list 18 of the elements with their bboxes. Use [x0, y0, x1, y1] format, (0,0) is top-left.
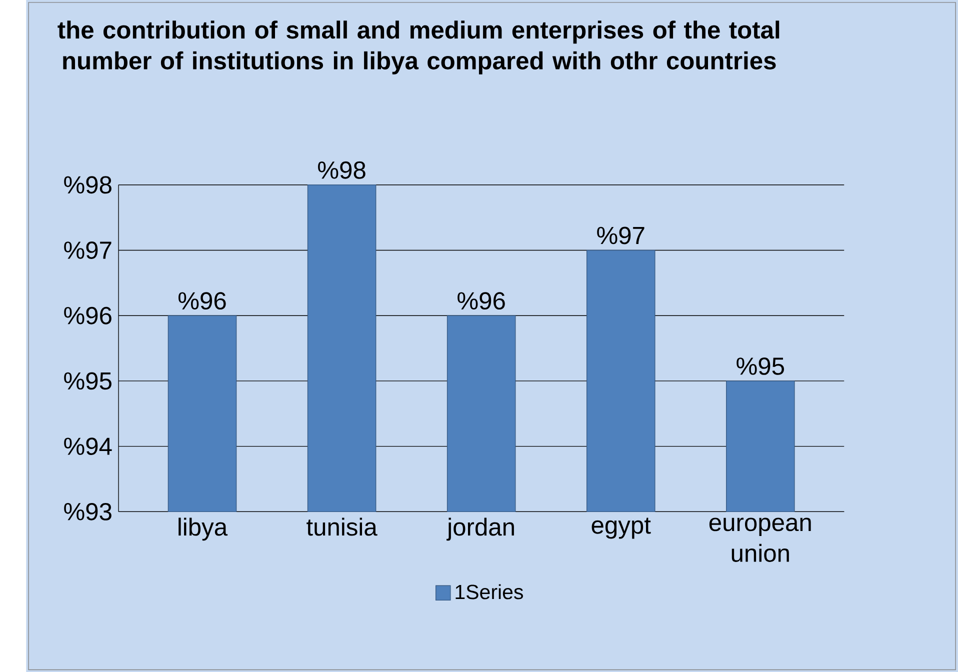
x-tick-label: jordan [446, 518, 514, 541]
y-tick-label: %95 [64, 372, 112, 390]
data-label: %96 [178, 292, 226, 310]
chart-title: the contribution of small and medium enterprises of the total number of institutions in libya compared with othr countries [58, 20, 780, 74]
data-label: %95 [736, 357, 784, 375]
x-tick-label: egypt [592, 518, 651, 539]
x-tick-label: libya [178, 518, 228, 541]
data-label: %97 [597, 226, 644, 244]
x-tick-label: european union [709, 518, 811, 562]
y-tick-label: %93 [64, 502, 112, 520]
data-label: %98 [318, 161, 366, 179]
data-label: %96 [458, 292, 505, 310]
y-tick-label: %94 [64, 438, 112, 455]
y-tick-label: %97 [64, 241, 112, 259]
y-tick-label: %98 [64, 176, 112, 194]
legend-label: 1Series [456, 584, 523, 600]
x-tick-label: tunisia [306, 518, 378, 536]
y-tick-label: %96 [64, 306, 112, 324]
